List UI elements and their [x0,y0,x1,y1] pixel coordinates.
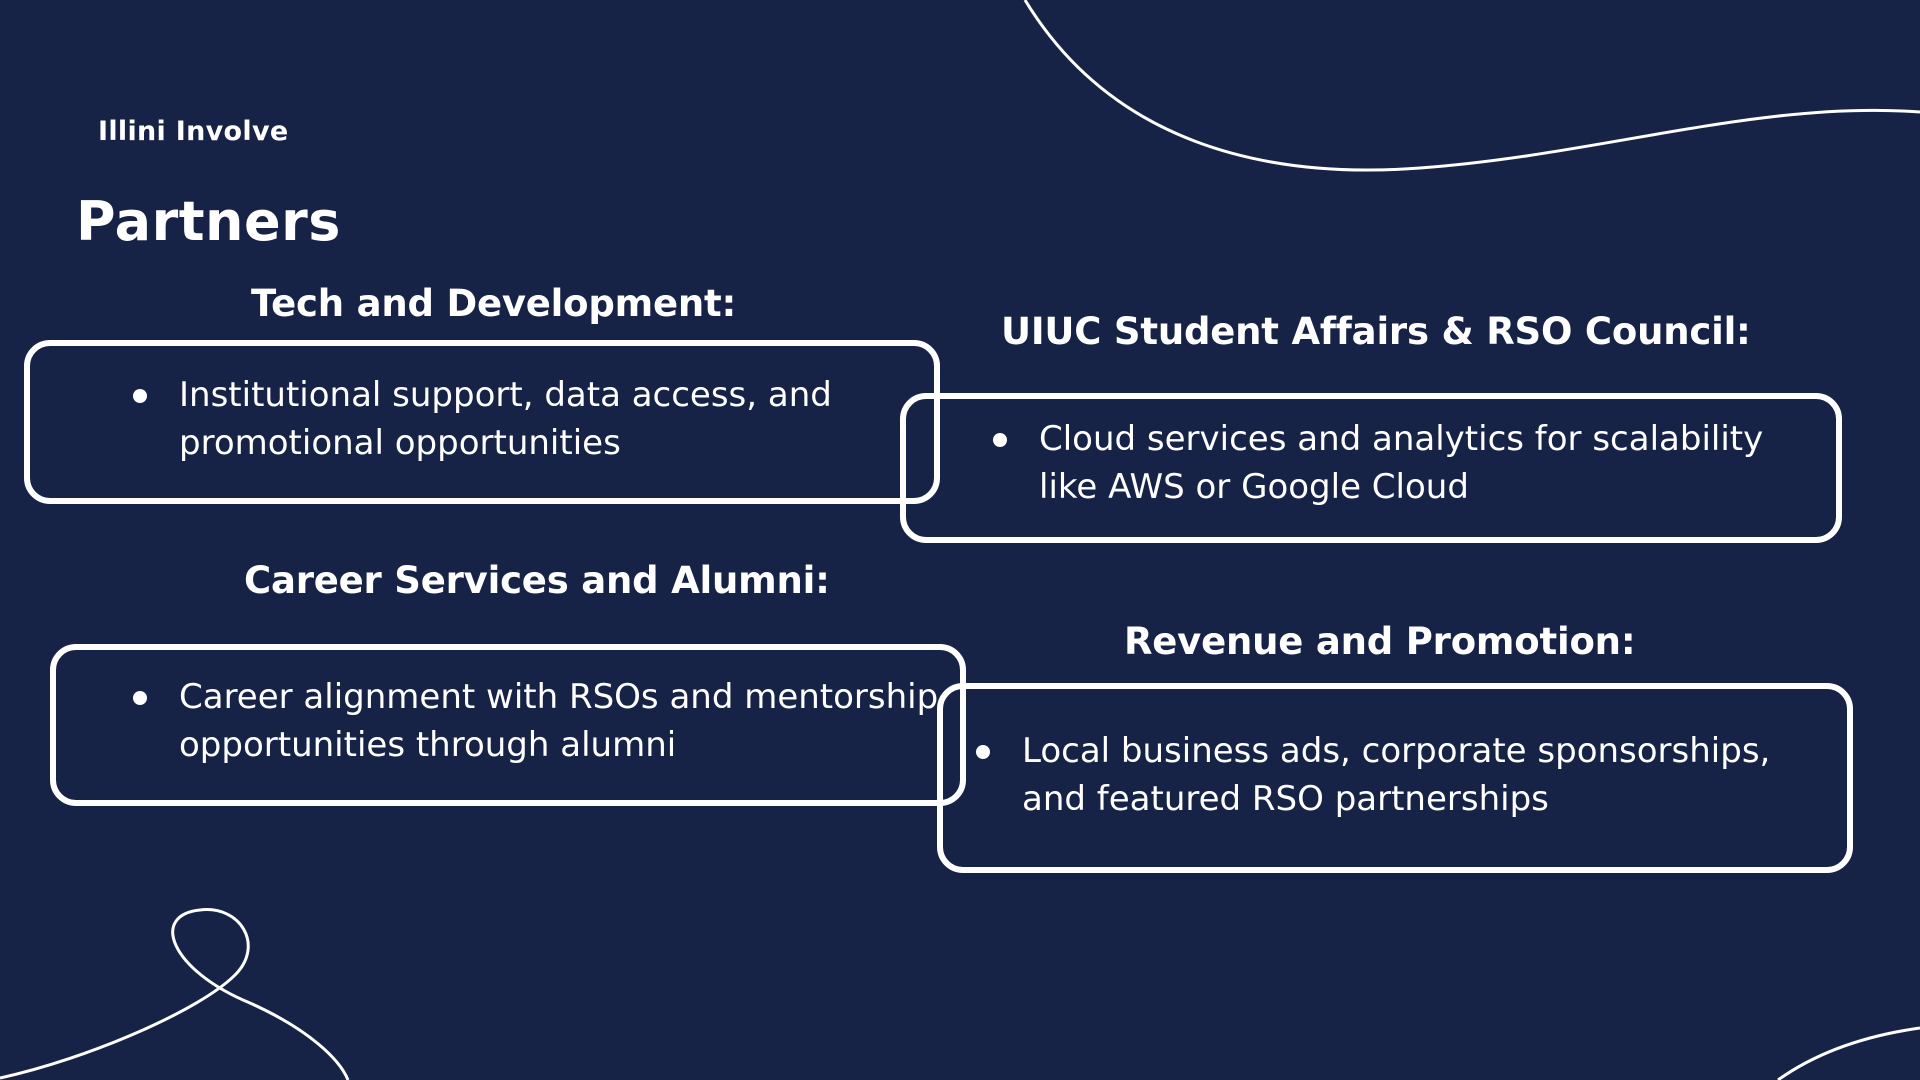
section-bullet-revenue: Local business ads, corporate sponsorshi… [976,727,1836,823]
section-box-tech [24,340,940,504]
brand-name: Illini Involve [98,116,289,147]
bullet-text: Career alignment with RSOs and mentorshi… [179,677,939,765]
section-box-student-affairs [900,393,1842,543]
bullet-text: Cloud services and analytics for scalabi… [1039,419,1764,507]
section-heading-student-affairs: UIUC Student Affairs & RSO Council: [1001,310,1751,353]
section-heading-revenue: Revenue and Promotion: [1124,620,1636,663]
top-right-curve [1023,0,1920,172]
bullet-text: Institutional support, data access, and … [179,375,832,463]
bottom-right-curve [1777,1026,1920,1080]
section-bullet-tech: Institutional support, data access, and … [133,371,913,467]
section-heading-tech: Tech and Development: [251,282,737,325]
bullet-dot [976,745,990,759]
section-bullet-student-affairs: Cloud services and analytics for scalabi… [993,415,1813,511]
bullet-dot [133,389,147,403]
bottom-left-curve [0,908,350,1080]
bullet-dot [993,433,1007,447]
section-box-career [50,644,966,806]
section-heading-career: Career Services and Alumni: [244,559,830,602]
bullet-text: Local business ads, corporate sponsorshi… [1022,731,1771,819]
page-title: Partners [76,190,341,253]
bullet-dot [133,691,147,705]
section-bullet-career: Career alignment with RSOs and mentorshi… [133,673,953,769]
section-box-revenue [937,683,1853,873]
